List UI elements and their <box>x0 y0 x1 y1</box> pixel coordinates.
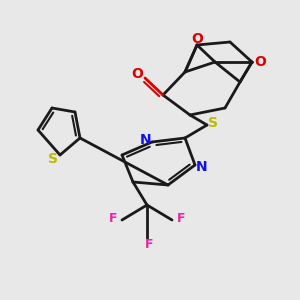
Text: F: F <box>177 212 185 224</box>
Text: F: F <box>109 212 117 224</box>
Text: S: S <box>208 116 218 130</box>
Text: N: N <box>140 133 152 147</box>
Text: F: F <box>145 238 153 251</box>
Text: O: O <box>254 55 266 69</box>
Text: O: O <box>131 67 143 81</box>
Text: O: O <box>191 32 203 46</box>
Text: N: N <box>196 160 208 174</box>
Text: S: S <box>48 152 58 166</box>
